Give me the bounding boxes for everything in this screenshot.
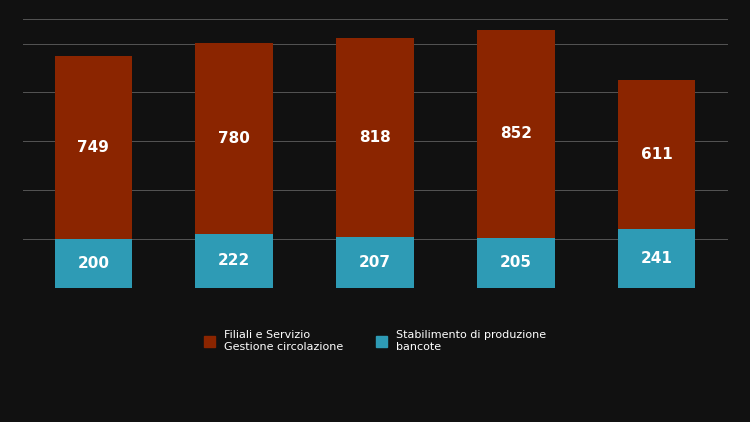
Text: 241: 241: [640, 251, 673, 266]
Bar: [336, 237, 414, 288]
Bar: [55, 239, 132, 288]
Text: 749: 749: [77, 140, 110, 155]
Text: 611: 611: [640, 147, 673, 162]
Text: 205: 205: [500, 255, 532, 270]
Text: 780: 780: [218, 131, 250, 146]
Bar: [336, 38, 414, 237]
Text: 818: 818: [359, 130, 391, 145]
Bar: [196, 43, 273, 234]
Bar: [196, 234, 273, 288]
Bar: [477, 30, 554, 238]
Text: 852: 852: [500, 126, 532, 141]
Text: 222: 222: [218, 253, 250, 268]
Text: 207: 207: [359, 255, 391, 270]
Bar: [477, 238, 554, 288]
Bar: [618, 229, 695, 288]
Bar: [618, 80, 695, 229]
Text: 200: 200: [77, 256, 110, 271]
Bar: [55, 56, 132, 239]
Legend: Filiali e Servizio
Gestione circolazione, Stabilimento di produzione
bancote: Filiali e Servizio Gestione circolazione…: [198, 325, 552, 357]
